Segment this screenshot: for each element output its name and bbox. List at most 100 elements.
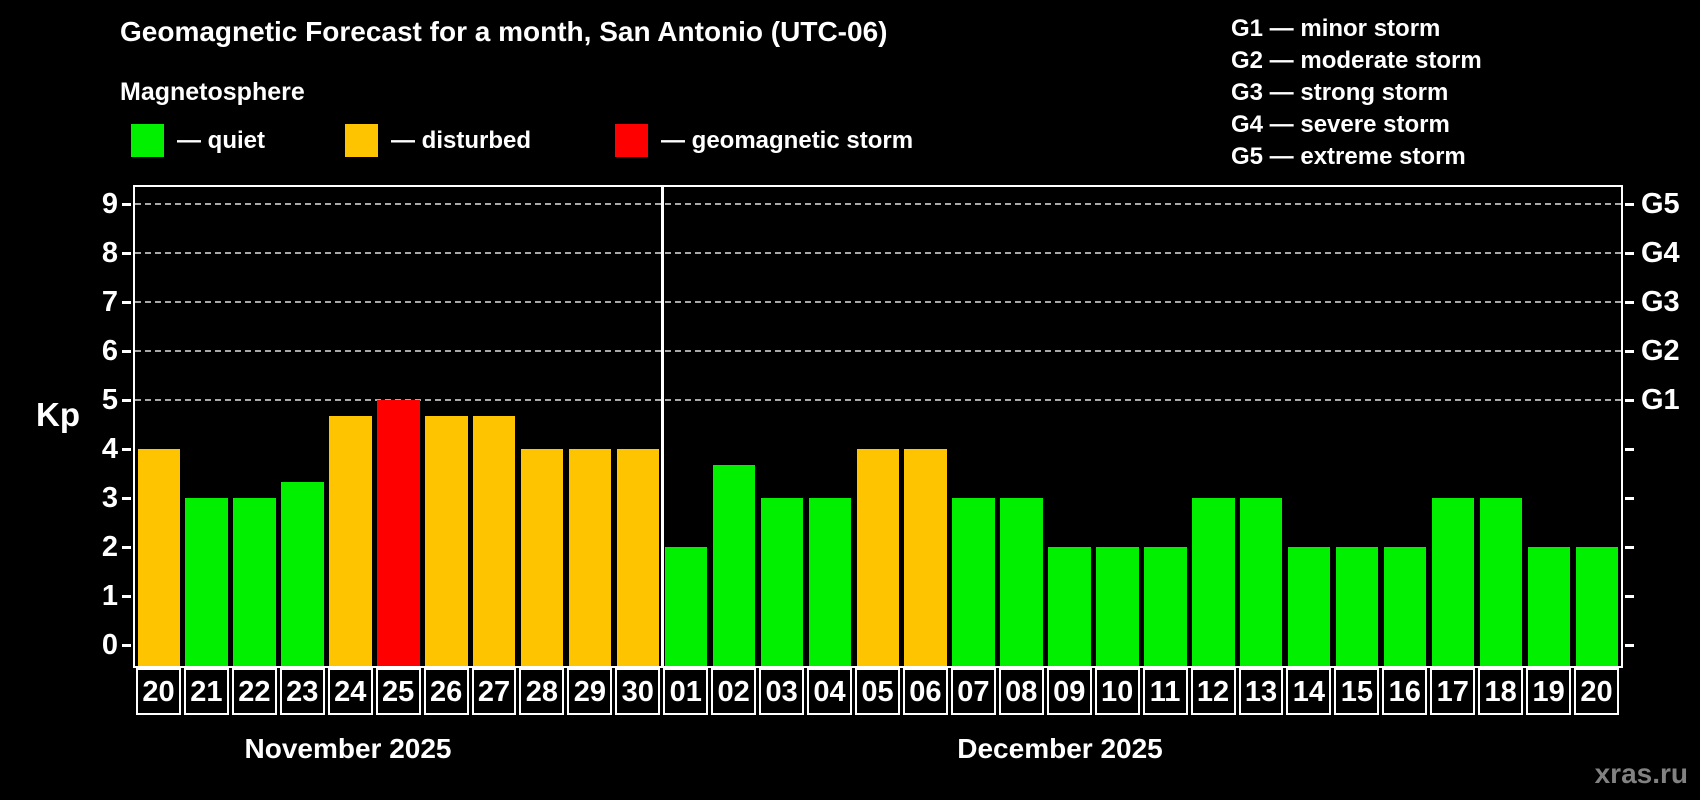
date-box: 16: [1382, 668, 1428, 715]
kp-bar: [1144, 547, 1187, 666]
y-tick-right: [1625, 251, 1634, 255]
y-tick-label: 7: [101, 286, 118, 318]
y-tick-label: 4: [101, 433, 118, 465]
g-level-label: G5: [1641, 188, 1680, 220]
g-legend-line: G3 — strong storm: [1231, 79, 1449, 106]
gridline-kp5: [135, 399, 1621, 401]
date-box: 17: [1430, 668, 1476, 715]
date-box: 27: [471, 668, 517, 715]
date-box: 15: [1334, 668, 1380, 715]
g-legend-line: G4 — severe storm: [1231, 111, 1450, 138]
legend-label: — disturbed: [391, 126, 532, 154]
date-box: 09: [1046, 668, 1092, 715]
y-tick-right: [1625, 545, 1634, 549]
kp-bar: [1287, 547, 1331, 666]
date-box: 20: [136, 668, 181, 715]
kp-bar: [760, 498, 804, 666]
kp-bar: [233, 498, 276, 666]
kp-bar: [425, 416, 468, 666]
date-box: 04: [807, 668, 853, 715]
date-box: 26: [423, 668, 469, 715]
date-box: 18: [1478, 668, 1524, 715]
date-box: 30: [615, 668, 661, 715]
date-box: 06: [902, 668, 948, 715]
kp-bar: [568, 449, 612, 666]
gridline-kp8: [135, 252, 1621, 254]
kp-bar: [1575, 547, 1618, 666]
g-scale-legend: G1 — minor storm G2 — moderate storm G3 — …: [1231, 13, 1482, 173]
date-box: 29: [567, 668, 613, 715]
date-box: 25: [375, 668, 421, 715]
kp-bar: [1335, 547, 1379, 666]
g-level-label: G4: [1641, 237, 1680, 269]
kp-bar: [1527, 547, 1571, 666]
y-tick-left: [122, 496, 131, 500]
date-box: 24: [327, 668, 373, 715]
date-box: 22: [231, 668, 277, 715]
date-box: 11: [1142, 668, 1188, 715]
y-tick-right: [1625, 496, 1634, 500]
kp-bar: [1383, 547, 1427, 666]
g-level-label: G1: [1641, 384, 1680, 416]
kp-bar: [808, 498, 852, 666]
date-box: 08: [998, 668, 1044, 715]
date-box: 20: [1574, 668, 1619, 715]
gridline-kp7: [135, 301, 1621, 303]
kp-bar: [712, 465, 756, 666]
date-box: 02: [711, 668, 757, 715]
y-tick-left: [122, 545, 131, 549]
y-tick-label: 2: [101, 531, 118, 563]
kp-bar: [1479, 498, 1523, 666]
kp-bar: [137, 449, 180, 666]
date-box: 21: [183, 668, 229, 715]
page-title: Geomagnetic Forecast for a month, San An…: [120, 16, 888, 47]
kp-bar: [952, 498, 995, 666]
y-tick-left: [122, 349, 131, 353]
date-box: 13: [1238, 668, 1284, 715]
legend-label: — quiet: [177, 126, 265, 154]
g-legend-line: G1 — minor storm: [1231, 15, 1441, 42]
y-tick-label: 6: [101, 335, 118, 367]
y-tick-left: [122, 202, 131, 206]
gridline-kp9: [135, 203, 1621, 205]
kp-bar: [473, 416, 516, 666]
y-tick-label: 3: [101, 482, 118, 514]
g-level-label: G3: [1641, 286, 1680, 318]
date-box: 12: [1190, 668, 1236, 715]
legend-swatch-disturbed-icon: [345, 124, 378, 157]
x-axis-date-row: 20 21 22 23 24 25 26 27 28 29 30 01 02 03 04 05 06 07 08 09…: [135, 668, 1621, 717]
legend-swatch-storm-icon: [615, 124, 648, 157]
month-separator-line: [660, 187, 664, 666]
kp-bar: [1000, 498, 1043, 666]
kp-bar: [520, 449, 564, 666]
legend-label: — geomagnetic storm: [661, 126, 914, 154]
y-tick-right: [1625, 447, 1634, 451]
month-label-november: November 2025: [244, 733, 452, 764]
date-box: 03: [759, 668, 805, 715]
y-tick-left: [122, 300, 131, 304]
y-tick-right: [1625, 202, 1634, 206]
y-tick-right: [1625, 643, 1634, 647]
kp-bar: [1240, 498, 1283, 666]
kp-bar: [616, 449, 660, 666]
y-tick-label: 8: [101, 237, 118, 269]
y-tick-label: 0: [101, 629, 118, 661]
kp-bar: [185, 498, 228, 666]
y-tick-left: [122, 398, 131, 402]
kp-bar: [1192, 498, 1235, 666]
kp-bar: [1431, 498, 1475, 666]
kp-bar: [377, 400, 420, 666]
legend-item-storm: — geomagnetic storm: [615, 124, 913, 157]
date-box: 19: [1526, 668, 1572, 715]
y-tick-label: 5: [101, 384, 118, 416]
g-legend-line: G2 — moderate storm: [1231, 47, 1482, 74]
date-box: 14: [1286, 668, 1332, 715]
kp-bar: [664, 547, 708, 666]
y-tick-left: [122, 643, 131, 647]
y-tick-right: [1625, 398, 1634, 402]
watermark: xras.ru: [1594, 758, 1688, 789]
date-box: 10: [1094, 668, 1140, 715]
y-tick-right: [1625, 594, 1634, 598]
y-tick-left: [122, 251, 131, 255]
legend-item-quiet: — quiet: [131, 124, 265, 157]
